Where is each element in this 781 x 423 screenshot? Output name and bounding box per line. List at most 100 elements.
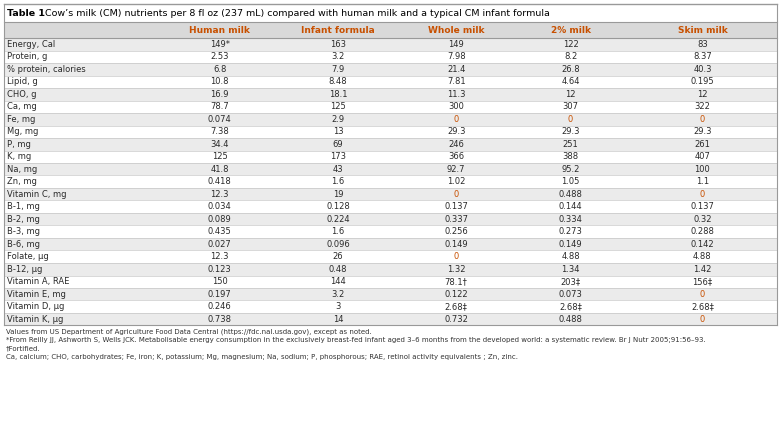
Text: 2.68‡: 2.68‡ (691, 302, 714, 311)
Text: Vitamin K, μg: Vitamin K, μg (7, 315, 63, 324)
Text: 7.98: 7.98 (447, 52, 465, 61)
Text: K, mg: K, mg (7, 152, 31, 161)
Text: 29.3: 29.3 (562, 127, 580, 136)
Text: Vitamin E, mg: Vitamin E, mg (7, 290, 66, 299)
Text: 300: 300 (448, 102, 464, 111)
Text: 12.3: 12.3 (210, 190, 229, 199)
Text: 78.1†: 78.1† (444, 277, 468, 286)
Bar (4, 275, 777, 288)
Text: 1.34: 1.34 (562, 265, 580, 274)
Text: 69: 69 (333, 140, 343, 149)
Text: 3.2: 3.2 (331, 290, 344, 299)
Text: 0: 0 (568, 115, 573, 124)
Text: 144: 144 (330, 277, 346, 286)
Text: 0.073: 0.073 (558, 290, 583, 299)
Text: 366: 366 (448, 152, 464, 161)
Text: 0.128: 0.128 (326, 202, 350, 211)
Text: 0.334: 0.334 (558, 215, 583, 224)
Bar (4, 188, 777, 201)
Text: 0: 0 (700, 290, 705, 299)
Text: B-3, mg: B-3, mg (7, 227, 40, 236)
Text: 4.64: 4.64 (562, 77, 580, 86)
Text: Folate, μg: Folate, μg (7, 252, 48, 261)
Text: 0.224: 0.224 (326, 215, 350, 224)
Text: 246: 246 (448, 140, 464, 149)
Text: 0.256: 0.256 (444, 227, 468, 236)
Text: Values from US Department of Agriculture Food Data Central (https://fdc.nal.usda: Values from US Department of Agriculture… (6, 329, 372, 335)
Text: B-2, mg: B-2, mg (7, 215, 40, 224)
Text: 0: 0 (700, 190, 705, 199)
Text: 12: 12 (697, 90, 708, 99)
Text: Ca, mg: Ca, mg (7, 102, 37, 111)
Text: 0.074: 0.074 (208, 115, 231, 124)
Text: Table 1: Table 1 (7, 8, 45, 17)
Bar (4, 313, 777, 326)
Text: 18.1: 18.1 (329, 90, 348, 99)
Text: 0.137: 0.137 (444, 202, 468, 211)
Bar (4, 63, 777, 75)
Bar (4, 213, 777, 225)
Text: 7.9: 7.9 (331, 65, 344, 74)
Text: 19: 19 (333, 190, 343, 199)
Text: 307: 307 (562, 102, 579, 111)
Text: 0.149: 0.149 (444, 240, 468, 249)
Text: 83: 83 (697, 40, 708, 49)
Text: 251: 251 (563, 140, 579, 149)
Text: 3: 3 (335, 302, 341, 311)
Text: Cow’s milk (CM) nutrients per 8 fl oz (237 mL) compared with human milk and a ty: Cow’s milk (CM) nutrients per 8 fl oz (2… (39, 8, 550, 17)
Text: 95.2: 95.2 (562, 165, 580, 174)
Text: 1.6: 1.6 (331, 177, 344, 186)
Text: 0.137: 0.137 (690, 202, 715, 211)
Text: 0.096: 0.096 (326, 240, 350, 249)
Text: 2.53: 2.53 (210, 52, 229, 61)
Text: 125: 125 (212, 152, 227, 161)
Bar (4, 201, 777, 213)
Text: Skim milk: Skim milk (678, 25, 727, 35)
Text: 149*: 149* (209, 40, 230, 49)
Text: 0.738: 0.738 (208, 315, 232, 324)
Text: 8.2: 8.2 (564, 52, 577, 61)
Text: 0.337: 0.337 (444, 215, 468, 224)
Text: 8.37: 8.37 (693, 52, 711, 61)
Bar (4, 138, 777, 151)
Text: 10.8: 10.8 (210, 77, 229, 86)
Text: 43: 43 (333, 165, 343, 174)
Bar (4, 38, 777, 50)
Text: Whole milk: Whole milk (428, 25, 484, 35)
Bar (4, 4, 777, 22)
Bar (4, 75, 777, 88)
Text: 2.68‡: 2.68‡ (559, 302, 582, 311)
Text: 2.68‡: 2.68‡ (444, 302, 468, 311)
Text: 0: 0 (454, 190, 458, 199)
Text: 12.3: 12.3 (210, 252, 229, 261)
Text: 7.81: 7.81 (447, 77, 465, 86)
Text: 0: 0 (454, 115, 458, 124)
Text: 0.195: 0.195 (690, 77, 714, 86)
Text: 0.488: 0.488 (558, 315, 583, 324)
Text: Zn, mg: Zn, mg (7, 177, 37, 186)
Text: 0.435: 0.435 (208, 227, 231, 236)
Text: 163: 163 (330, 40, 346, 49)
Text: 388: 388 (562, 152, 579, 161)
Text: 2% milk: 2% milk (551, 25, 590, 35)
Text: 0.246: 0.246 (208, 302, 231, 311)
Text: Lipid, g: Lipid, g (7, 77, 37, 86)
Text: 125: 125 (330, 102, 346, 111)
Text: Infant formula: Infant formula (301, 25, 375, 35)
Text: 1.05: 1.05 (562, 177, 580, 186)
Text: 6.8: 6.8 (213, 65, 226, 74)
Text: 156‡: 156‡ (692, 277, 712, 286)
Bar (4, 225, 777, 238)
Text: 29.3: 29.3 (694, 127, 711, 136)
Text: 4.88: 4.88 (562, 252, 580, 261)
Bar (4, 238, 777, 250)
Text: 0.488: 0.488 (558, 190, 583, 199)
Text: 0.197: 0.197 (208, 290, 231, 299)
Text: 12: 12 (565, 90, 576, 99)
Text: 78.7: 78.7 (210, 102, 229, 111)
Text: 8.48: 8.48 (329, 77, 348, 86)
Text: 21.4: 21.4 (447, 65, 465, 74)
Bar (4, 288, 777, 300)
Text: 2.9: 2.9 (331, 115, 344, 124)
Text: †Fortified.: †Fortified. (6, 346, 41, 352)
